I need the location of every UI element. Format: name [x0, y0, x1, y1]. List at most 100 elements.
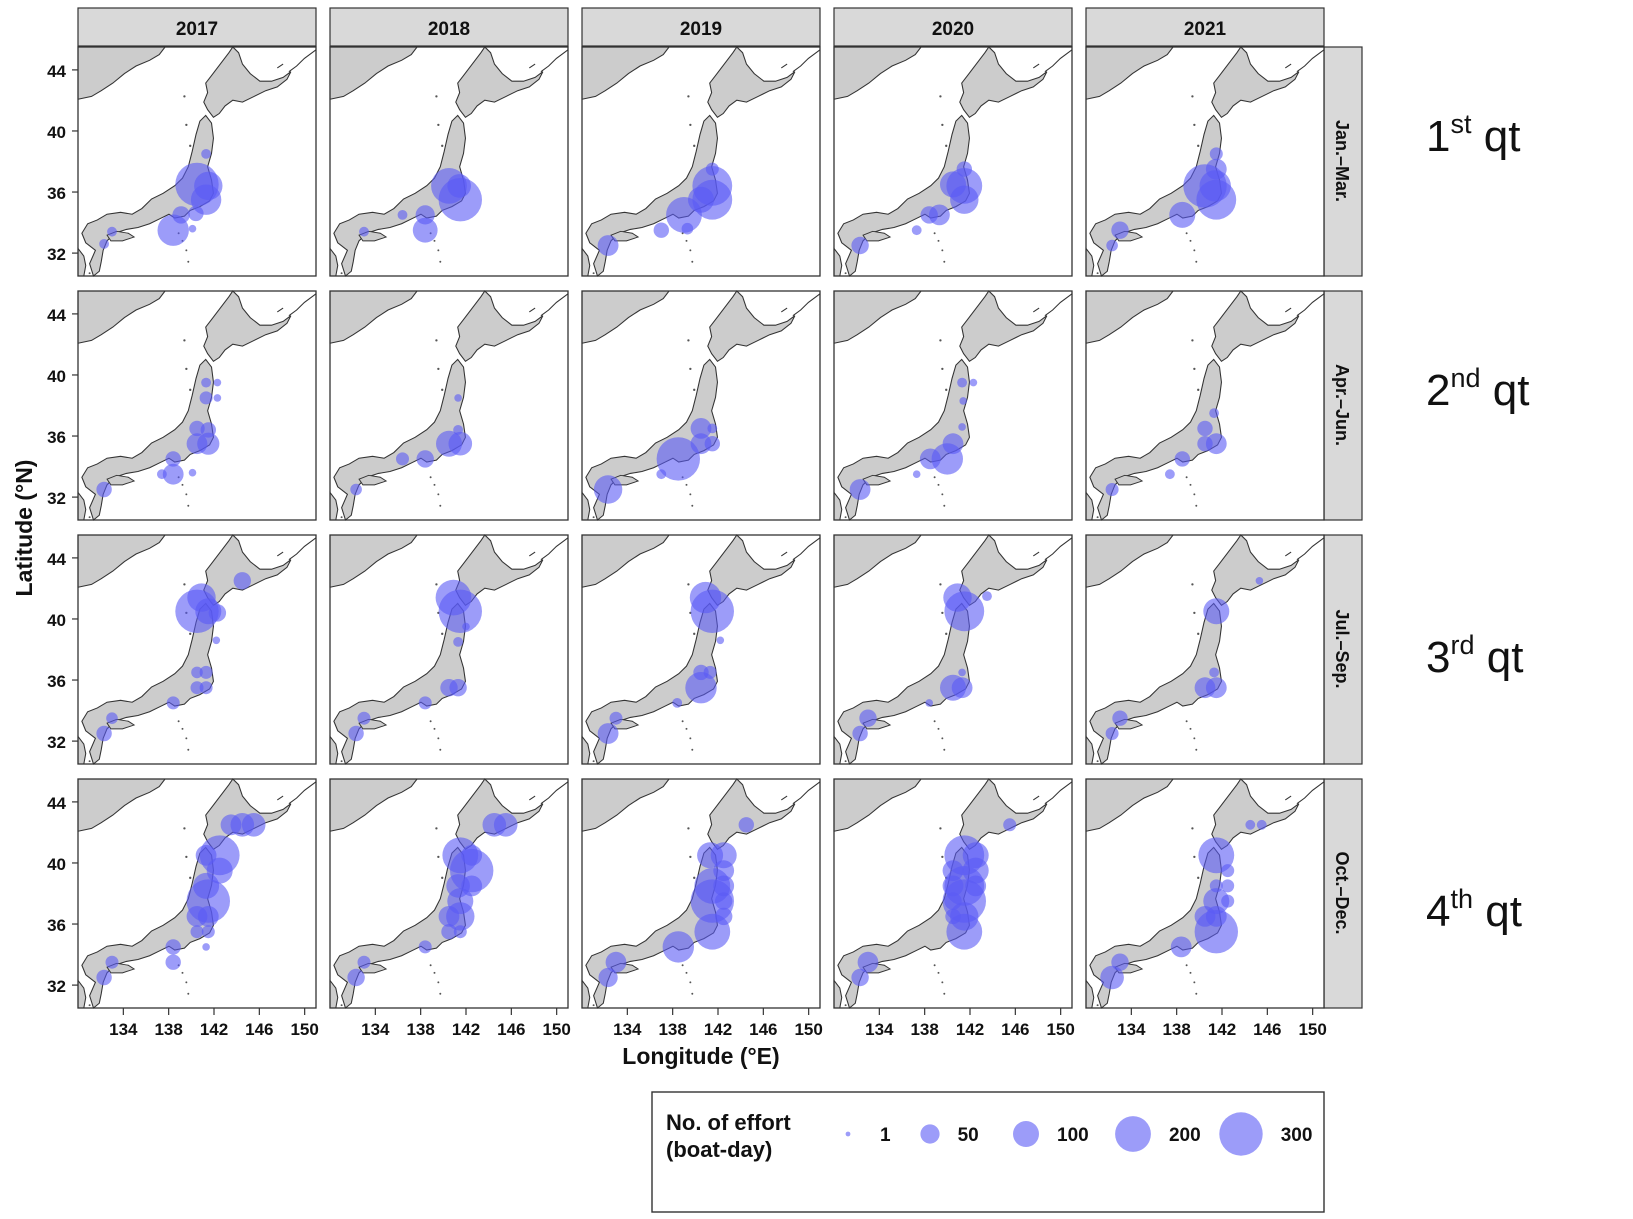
effort-bubble [958, 423, 966, 431]
x-axis: 134 138 142 146 150 134 138 142 146 150 134 138 142 1… [109, 1008, 1327, 1039]
year-strips: 2017 2018 2019 2020 2021 [77, 7, 1325, 47]
effort-bubble [195, 844, 217, 866]
panel-border [581, 534, 821, 765]
effort-bubble [106, 712, 118, 724]
effort-bubble [438, 906, 460, 927]
effort-bubble [1245, 819, 1256, 830]
legend-bubble [1013, 1121, 1039, 1147]
effort-bubble [849, 479, 871, 500]
effort-bubble [605, 951, 627, 973]
effort-bubble [1221, 879, 1235, 893]
panel-2018-q1 [329, 46, 569, 277]
effort-bubble [1111, 953, 1129, 971]
effort-bubble [200, 422, 216, 438]
quarter-strips: Jan.–Mar. Apr.–Jun. Jul.–Sep. Oct.–Dec. [1323, 46, 1363, 1009]
panel-border [1085, 290, 1325, 521]
effort-bubble [1112, 710, 1128, 726]
y-tick-label: 40 [47, 611, 66, 630]
panel-2020-q3 [833, 534, 1073, 765]
effort-bubble [166, 696, 180, 710]
x-tick-label: 138 [406, 1020, 434, 1039]
effort-bubble [412, 217, 438, 243]
effort-bubble [1165, 469, 1175, 480]
y-tick-label: 32 [47, 733, 66, 752]
effort-bubble [944, 892, 962, 910]
panel-2017-q2 [77, 290, 317, 521]
y-axis-title: Latitude (°N) [11, 460, 37, 597]
effort-bubble [208, 604, 227, 622]
x-tick-label: 142 [452, 1020, 480, 1039]
year-strip-2020: 2020 [932, 19, 974, 40]
effort-bubble [689, 581, 722, 614]
effort-bubble [704, 436, 720, 452]
effort-bubble [348, 725, 364, 742]
y-tick-label: 32 [47, 977, 66, 996]
panel-2019-q2 [581, 290, 821, 521]
effort-bubble [1209, 408, 1219, 418]
x-tick-label: 134 [613, 1020, 642, 1039]
x-tick-label: 150 [542, 1020, 570, 1039]
effort-bubble [397, 210, 408, 220]
effort-bubble [1003, 818, 1017, 832]
x-tick-label: 150 [290, 1020, 318, 1039]
effort-bubble [597, 235, 619, 256]
legend-label: 1 [880, 1125, 891, 1146]
panel-2020-q1 [833, 46, 1073, 277]
legend-bubble [1219, 1112, 1263, 1156]
effort-bubble [715, 892, 733, 910]
effort-bubble [1105, 727, 1119, 740]
effort-bubble [945, 908, 961, 925]
effort-bubble [461, 875, 483, 897]
effort-bubble [199, 681, 213, 695]
effort-bubble [1221, 864, 1235, 878]
effort-bubble [716, 636, 725, 645]
effort-bubble [656, 469, 667, 480]
x-tick-label: 134 [361, 1020, 390, 1039]
effort-bubble [942, 875, 964, 897]
panel-2018-q2 [329, 290, 569, 521]
effort-bubble [199, 391, 213, 405]
effort-bubble [96, 725, 112, 742]
effort-bubble [857, 951, 879, 973]
panel-border [1085, 534, 1325, 765]
x-tick-label: 150 [1298, 1020, 1326, 1039]
effort-bubble [713, 860, 735, 881]
effort-bubble [1197, 420, 1213, 437]
effort-bubble [213, 378, 222, 387]
effort-bubble [1209, 879, 1223, 893]
effort-bubble [447, 174, 471, 198]
panel-2021-q4 [1085, 778, 1325, 1009]
effort-bubble [357, 711, 371, 725]
effort-bubble [688, 186, 714, 213]
y-tick-label: 44 [47, 306, 66, 325]
x-tick-label: 138 [910, 1020, 938, 1039]
effort-bubble [233, 572, 251, 590]
quarter-label-3: 3rd qt [1426, 630, 1523, 682]
panel-border [581, 290, 821, 521]
effort-bubble [1105, 483, 1119, 496]
effort-bubble [107, 226, 117, 237]
effort-bubble [943, 583, 972, 612]
effort-bubble [1169, 201, 1196, 228]
effort-bubble [1111, 221, 1129, 239]
effort-bubble [162, 463, 184, 485]
quarter-strip-q1: Jan.–Mar. [1332, 120, 1352, 202]
effort-bubble [201, 925, 215, 939]
effort-bubble [851, 236, 869, 255]
effort-bubble [418, 696, 432, 710]
legend: No. of effort (boat-day) 1 50 100 200 300 [651, 1091, 1325, 1213]
effort-bubble [99, 239, 109, 249]
x-tick-label: 142 [956, 1020, 984, 1039]
effort-bubble [1197, 436, 1213, 452]
panel-border [77, 534, 317, 765]
effort-bubble [942, 860, 964, 881]
legend-title-line1: No. of effort [666, 1110, 791, 1135]
effort-bubble [415, 205, 435, 225]
panel-2017-q1 [77, 46, 317, 277]
panel-2017-q3 [77, 534, 317, 765]
effort-bubble [1205, 433, 1227, 455]
quarter-label-1: 1st qt [1426, 109, 1520, 161]
panel-2021-q1 [1085, 46, 1325, 277]
effort-bubble [201, 149, 211, 159]
effort-bubble [96, 481, 112, 498]
